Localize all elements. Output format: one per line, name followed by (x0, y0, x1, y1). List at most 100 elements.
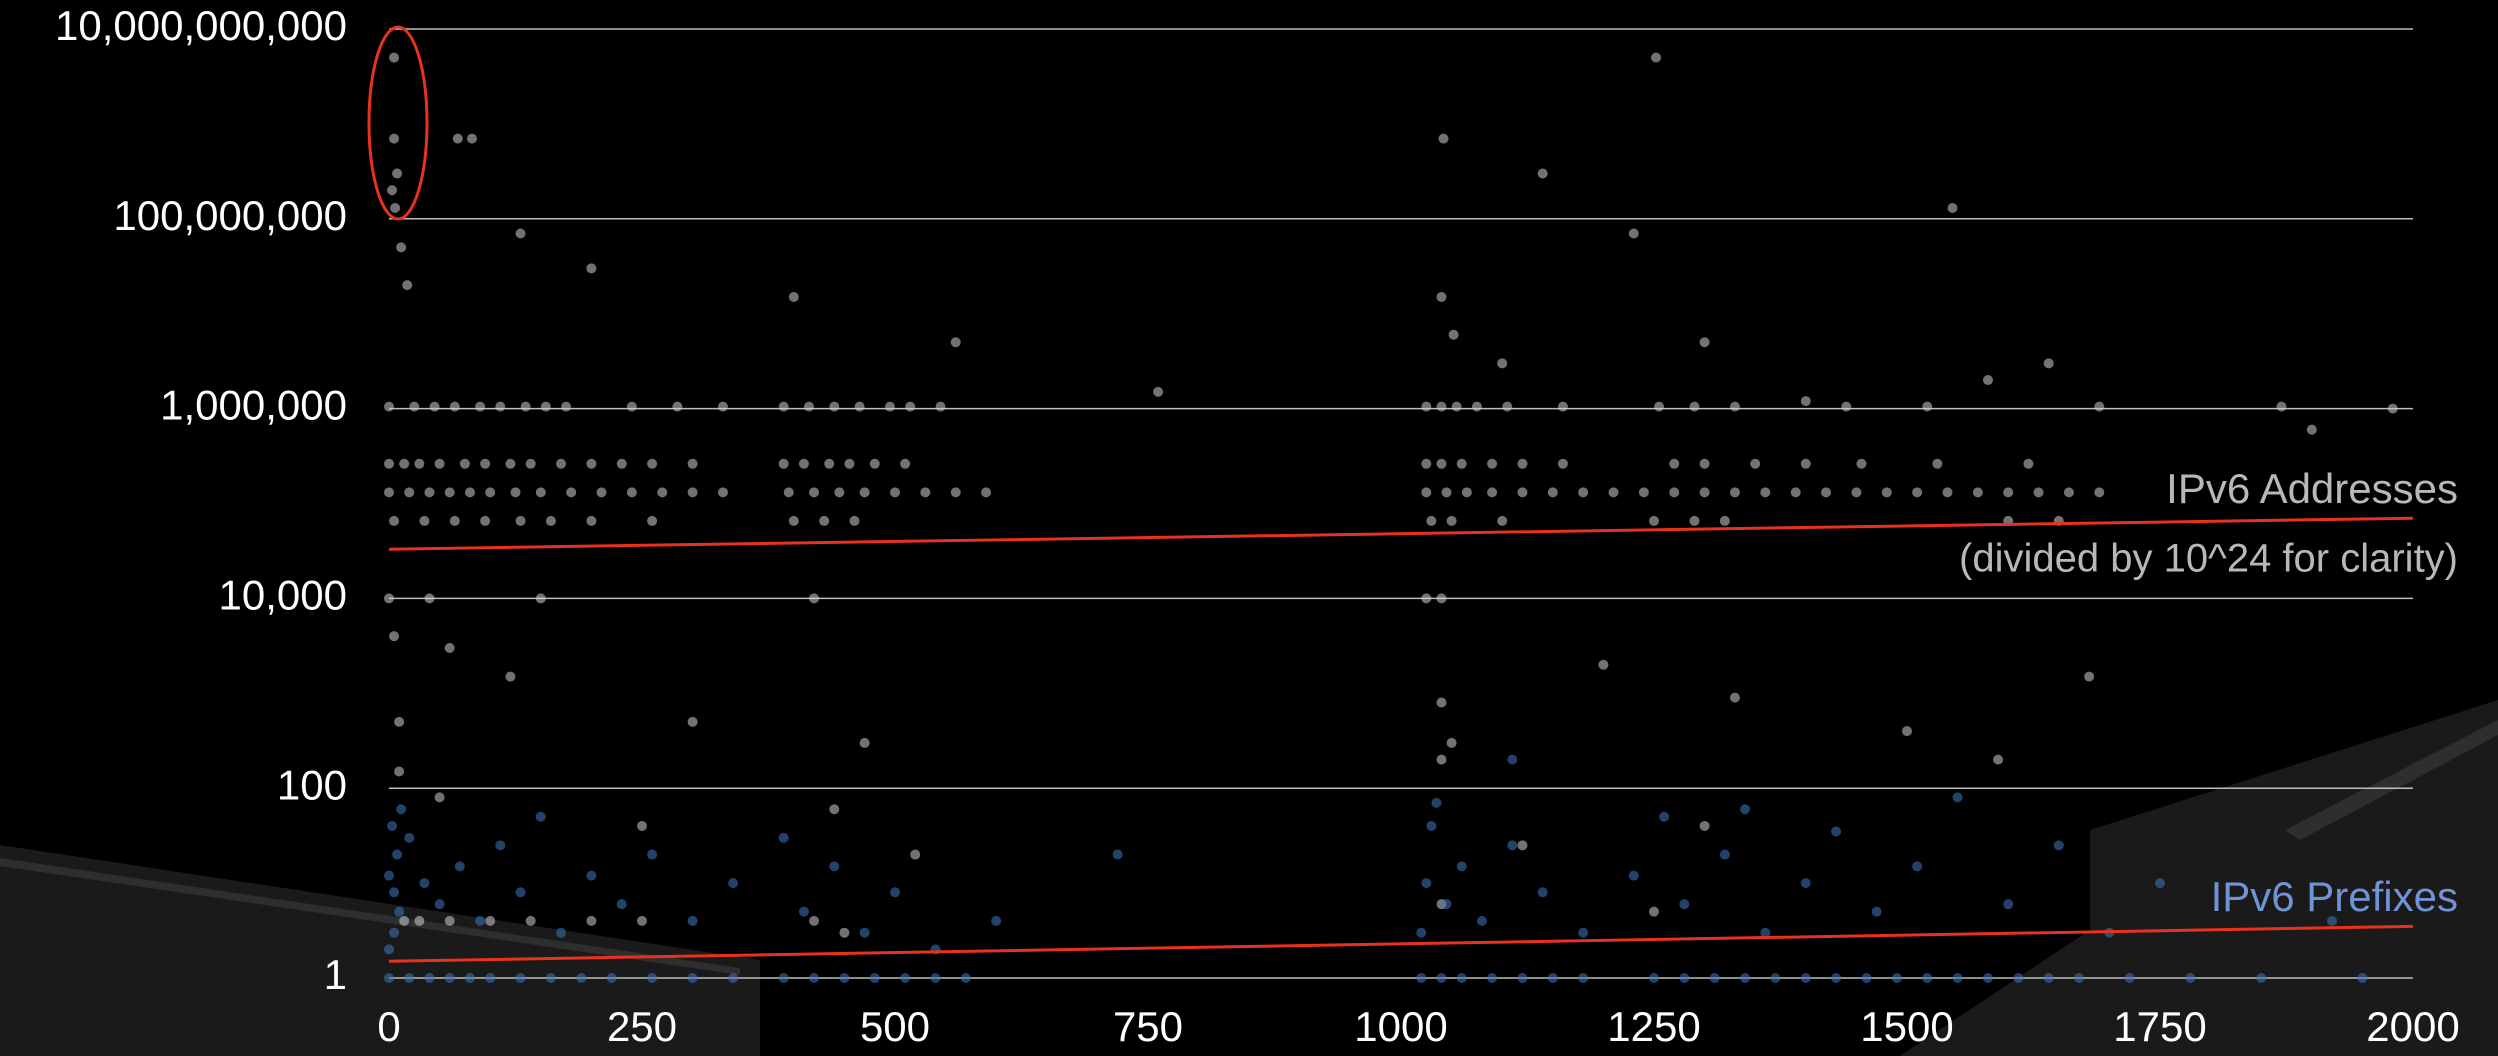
point (1689, 401, 1700, 412)
point (387, 820, 398, 831)
point (1476, 915, 1487, 926)
point (586, 515, 597, 526)
point (434, 792, 445, 803)
point (1436, 593, 1447, 604)
point (454, 861, 465, 872)
point (576, 973, 587, 983)
point (783, 487, 794, 498)
point (809, 593, 820, 604)
point (890, 487, 900, 498)
point (1421, 458, 1432, 469)
point (798, 906, 809, 917)
point (545, 515, 556, 526)
x-tick-label: 0 (377, 1003, 400, 1050)
point (1740, 804, 1751, 815)
point (687, 487, 698, 498)
point (834, 487, 845, 498)
point (1659, 811, 1670, 822)
point (637, 820, 647, 831)
point (384, 487, 394, 498)
point (449, 515, 460, 526)
point (1431, 797, 1442, 808)
point (424, 593, 435, 604)
point (1502, 401, 1513, 412)
point (1689, 515, 1700, 526)
decor-band (1900, 700, 2498, 1056)
point (2033, 487, 2044, 498)
point (505, 671, 516, 682)
point (616, 899, 627, 910)
point (717, 401, 728, 412)
point (1649, 906, 1659, 917)
point (1669, 458, 1680, 469)
trend-line (388, 516, 2414, 551)
point (1740, 973, 1751, 983)
point (396, 804, 407, 815)
point (384, 458, 394, 469)
point (854, 401, 865, 412)
point (1891, 973, 1902, 983)
point (396, 242, 407, 253)
point (475, 401, 486, 412)
point (1821, 487, 1832, 498)
point (1487, 973, 1498, 983)
point (844, 458, 855, 469)
point (394, 766, 405, 777)
point (1557, 401, 1568, 412)
point (859, 487, 870, 498)
point (586, 870, 597, 881)
point (409, 401, 420, 412)
point (1922, 973, 1933, 983)
x-tick-label: 1250 (1607, 1003, 1700, 1050)
point (2074, 973, 2085, 983)
point (1654, 401, 1665, 412)
x-tick-label: 250 (607, 1003, 677, 1050)
point (1438, 133, 1449, 144)
point (1628, 870, 1639, 881)
x-tick-label: 1750 (2113, 1003, 2206, 1050)
point (389, 631, 400, 642)
point (1441, 487, 1452, 498)
point (2013, 973, 2024, 983)
point (1426, 820, 1437, 831)
point (389, 515, 400, 526)
x-tick-label: 2000 (2366, 1003, 2459, 1050)
point (778, 973, 789, 983)
point (1578, 487, 1589, 498)
point (869, 973, 880, 983)
point (495, 840, 506, 851)
point (1448, 329, 1459, 340)
point (859, 927, 870, 938)
point (637, 915, 647, 926)
point (1841, 401, 1852, 412)
point (890, 887, 900, 898)
point (389, 133, 400, 144)
point (647, 973, 658, 983)
decor-stripe (2285, 720, 2498, 840)
x-tick-label: 750 (1113, 1003, 1183, 1050)
point (556, 927, 567, 938)
series-label: IPv6 Addresses (2166, 465, 2458, 512)
point (1982, 973, 1993, 983)
point (520, 401, 531, 412)
point (884, 401, 895, 412)
point (839, 973, 850, 983)
point (545, 973, 556, 983)
point (387, 185, 398, 196)
point (444, 643, 455, 654)
point (1719, 515, 1730, 526)
point (1831, 826, 1842, 837)
point (429, 401, 440, 412)
point (414, 915, 425, 926)
x-tick-label: 1500 (1860, 1003, 1953, 1050)
point (1800, 878, 1811, 889)
point (1922, 401, 1933, 412)
point (2357, 973, 2368, 983)
point (819, 515, 830, 526)
point (1421, 401, 1432, 412)
point (1557, 458, 1568, 469)
point (1471, 401, 1482, 412)
point (647, 515, 658, 526)
point (1699, 337, 1710, 348)
